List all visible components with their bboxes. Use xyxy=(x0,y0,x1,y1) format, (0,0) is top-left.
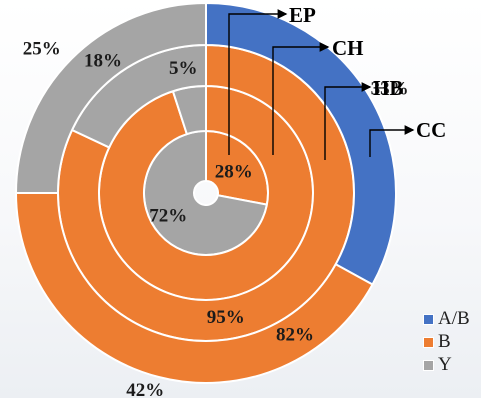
slice-label-hb-b: 82% xyxy=(276,325,314,346)
slice-labels: 28% 72% 95% 5% 82% 18% 33% 42% 25% xyxy=(23,38,409,398)
chart-legend: A/B B Y xyxy=(423,308,470,377)
legend-item-a-b: A/B xyxy=(423,308,470,330)
slice-label-ch-b: 95% xyxy=(207,307,245,328)
legend-label-b: B xyxy=(438,331,451,352)
donut-slices xyxy=(14,1,397,384)
ring-pointer-lines xyxy=(228,9,415,160)
slice-cc-y xyxy=(14,1,207,194)
legend-swatch-b xyxy=(423,336,434,348)
pointer-ep xyxy=(228,9,288,155)
slice-label-cc-a-b: 33% xyxy=(371,79,409,100)
slice-label-hb-y: 18% xyxy=(84,50,122,71)
slice-label-ch-y: 5% xyxy=(169,58,198,79)
ring-name-ep: EP xyxy=(289,3,316,27)
ring-name-labels: EP CH HB CC xyxy=(289,3,446,142)
legend-label-a-b: A/B xyxy=(438,308,470,329)
slice-label-cc-y: 25% xyxy=(23,38,61,59)
legend-swatch-a-b xyxy=(423,313,434,325)
legend-item-b: B xyxy=(423,331,470,353)
legend-label-y: Y xyxy=(438,354,452,375)
legend-swatch-y xyxy=(423,359,434,371)
slice-label-ep-y: 72% xyxy=(149,205,187,226)
pointer-cc xyxy=(369,125,415,157)
slice-label-cc-b: 42% xyxy=(126,380,164,398)
slice-cc-b xyxy=(14,192,374,384)
slice-label-ep-b: 28% xyxy=(215,162,253,183)
ring-name-hb: HB xyxy=(373,76,403,100)
ring-name-cc: CC xyxy=(416,118,446,142)
legend-item-y: Y xyxy=(423,354,470,376)
pointer-hb xyxy=(324,82,372,160)
ring-name-ch: CH xyxy=(332,36,364,60)
pointer-ch xyxy=(272,42,330,155)
